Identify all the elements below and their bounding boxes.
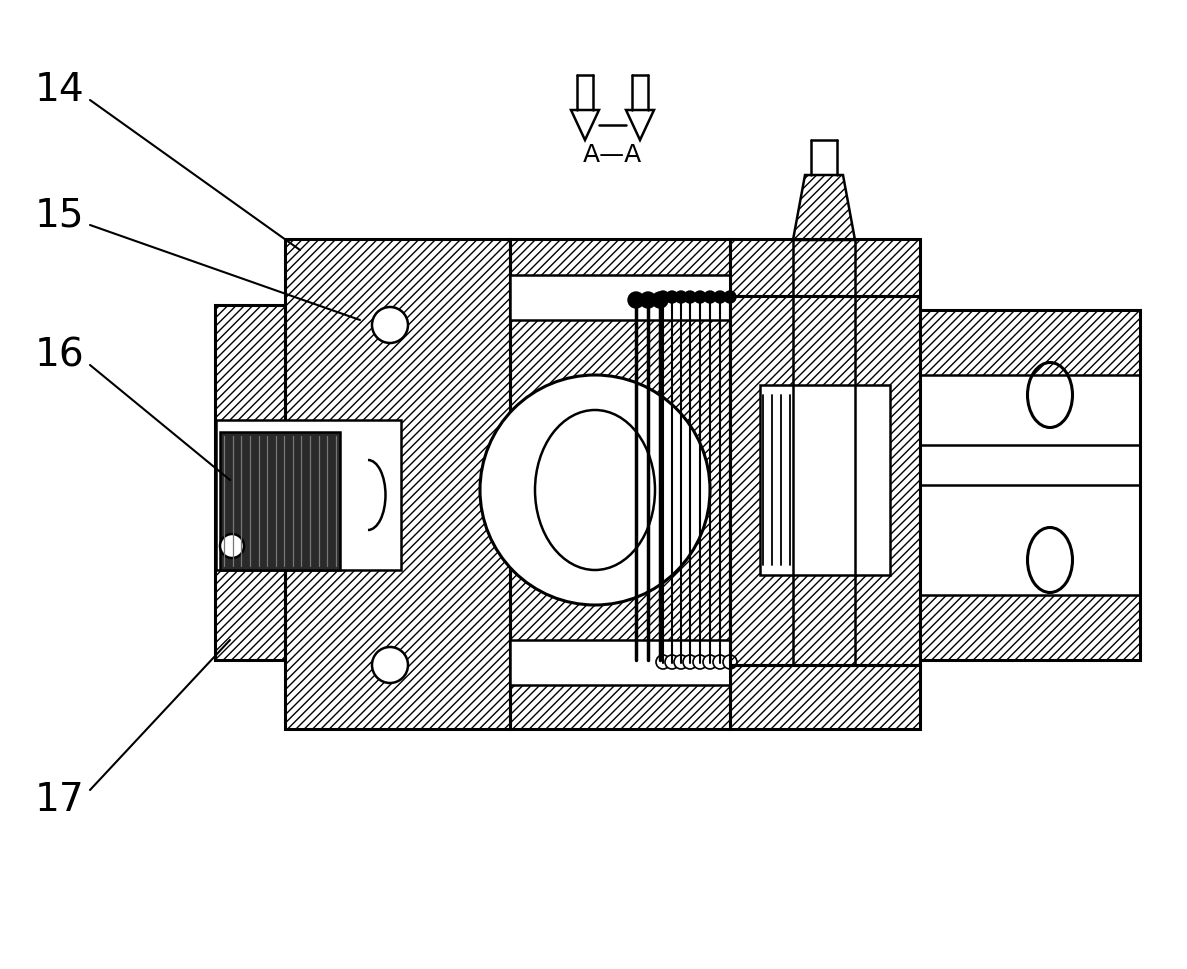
Circle shape [674,655,688,669]
Bar [730,239,920,296]
Bar [216,420,401,570]
Circle shape [693,655,707,669]
Bar [920,310,1140,375]
Circle shape [713,655,726,669]
Text: 16: 16 [34,336,84,374]
Bar [215,305,285,660]
Circle shape [656,291,669,303]
Bar [760,385,890,575]
Circle shape [656,655,669,669]
Bar [730,665,920,729]
Bar [510,640,730,685]
Circle shape [372,307,408,343]
Bar [920,595,1140,660]
Circle shape [703,655,717,669]
Text: 15: 15 [34,196,84,234]
Circle shape [480,375,710,605]
Text: 17: 17 [34,781,84,819]
Circle shape [683,655,697,669]
Circle shape [666,291,678,303]
Bar [220,432,339,570]
Circle shape [684,291,696,303]
Bar [285,239,510,729]
Bar [920,310,1140,660]
Circle shape [640,292,656,308]
Circle shape [628,292,645,308]
Circle shape [724,291,736,303]
Text: A—A: A—A [583,143,642,167]
Circle shape [723,655,737,669]
Circle shape [694,291,706,303]
Circle shape [372,647,408,683]
Circle shape [704,291,716,303]
Bar [730,296,920,665]
Circle shape [675,291,687,303]
Bar [510,275,730,320]
Circle shape [715,291,726,303]
Circle shape [665,655,679,669]
Bar [510,239,730,729]
Text: 14: 14 [34,71,84,109]
Circle shape [652,292,668,308]
Circle shape [220,534,245,558]
